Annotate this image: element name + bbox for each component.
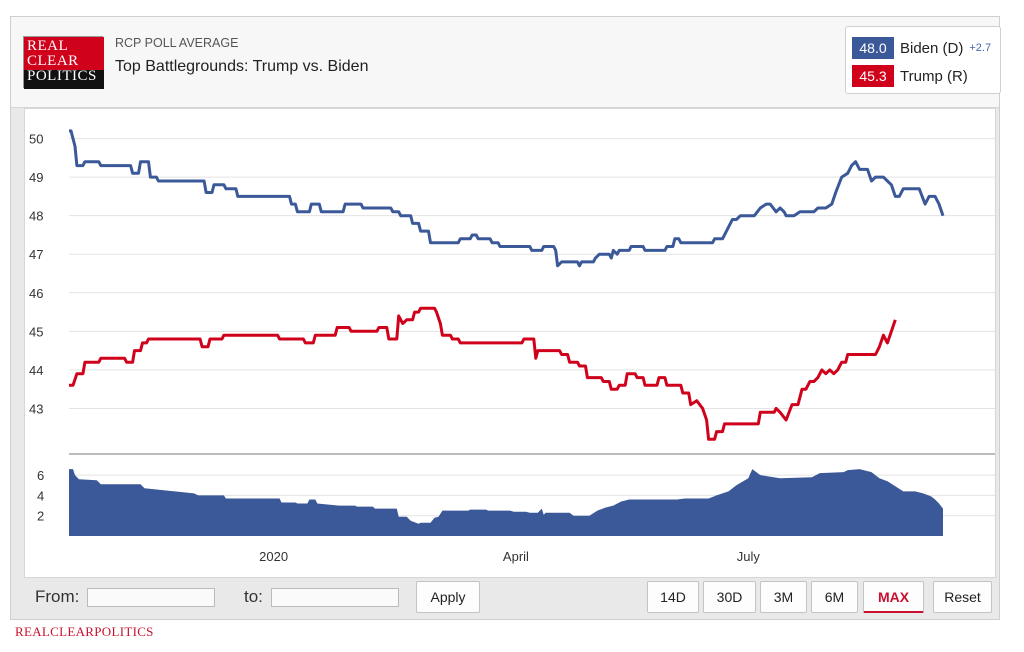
y-tick-label: 46 [29, 286, 43, 301]
poll-average-label: RCP POLL AVERAGE [115, 36, 239, 50]
to-label: to: [244, 587, 263, 606]
y-tick-label: 47 [29, 247, 43, 262]
rcp-logo-text: REAL CLEAR POLITICS [27, 38, 97, 84]
range-max-button[interactable]: MAX [863, 581, 924, 613]
to-date-input[interactable] [271, 588, 399, 607]
apply-button[interactable]: Apply [416, 581, 480, 613]
range-14d-button[interactable]: 14D [647, 581, 699, 613]
y-tick-label: 48 [29, 209, 43, 224]
chart-legend: 48.0 Biden (D) +2.7 45.3 Trump (R) [845, 26, 1001, 94]
spread-value: +2.7 [969, 42, 992, 54]
chart-header: REAL CLEAR POLITICS RCP POLL AVERAGE Top… [11, 17, 1001, 108]
x-tick-label: July [737, 549, 761, 564]
spread-y-tick-label: 4 [37, 488, 44, 503]
y-tick-label: 49 [29, 170, 43, 185]
range-6m-button[interactable]: 6M [811, 581, 858, 613]
biden-line [69, 129, 945, 268]
x-tick-label: 2020 [259, 549, 288, 564]
spread-y-tick-label: 2 [37, 509, 44, 524]
reset-button[interactable]: Reset [933, 581, 992, 613]
from-label: From: [35, 587, 80, 606]
range-3m-button[interactable]: 3M [760, 581, 807, 613]
trump-label: Trump (R) [900, 67, 968, 85]
y-tick-label: 45 [29, 324, 43, 339]
chart-widget: REAL CLEAR POLITICS RCP POLL AVERAGE Top… [10, 16, 1001, 620]
range-30d-button[interactable]: 30D [703, 581, 756, 613]
legend-biden: 48.0 Biden (D) +2.7 [852, 36, 991, 60]
trump-value-badge: 45.3 [852, 65, 894, 87]
y-tick-label: 50 [29, 132, 43, 147]
biden-label: Biden (D) [900, 39, 964, 57]
chart-title: Top Battlegrounds: Trump vs. Biden [115, 58, 369, 75]
y-tick-label: 44 [29, 363, 43, 378]
spread-y-tick-label: 6 [37, 468, 44, 483]
plot-area[interactable]: 43 44 45 46 47 48 49 50 2 4 6 2020 April July [24, 108, 996, 578]
legend-trump: 45.3 Trump (R) [852, 64, 968, 88]
trump-line [69, 306, 897, 441]
date-range-controls: From: to: Apply 14D 30D 3M 6M MAX Reset [11, 576, 999, 620]
footer-brand: REALCLEARPOLITICS [15, 624, 154, 639]
from-date-input[interactable] [87, 588, 215, 607]
y-tick-label: 43 [29, 401, 43, 416]
biden-value-badge: 48.0 [852, 37, 894, 59]
x-tick-label: April [503, 549, 529, 564]
rcp-logo[interactable]: REAL CLEAR POLITICS [23, 36, 104, 89]
spread-area [69, 469, 943, 536]
